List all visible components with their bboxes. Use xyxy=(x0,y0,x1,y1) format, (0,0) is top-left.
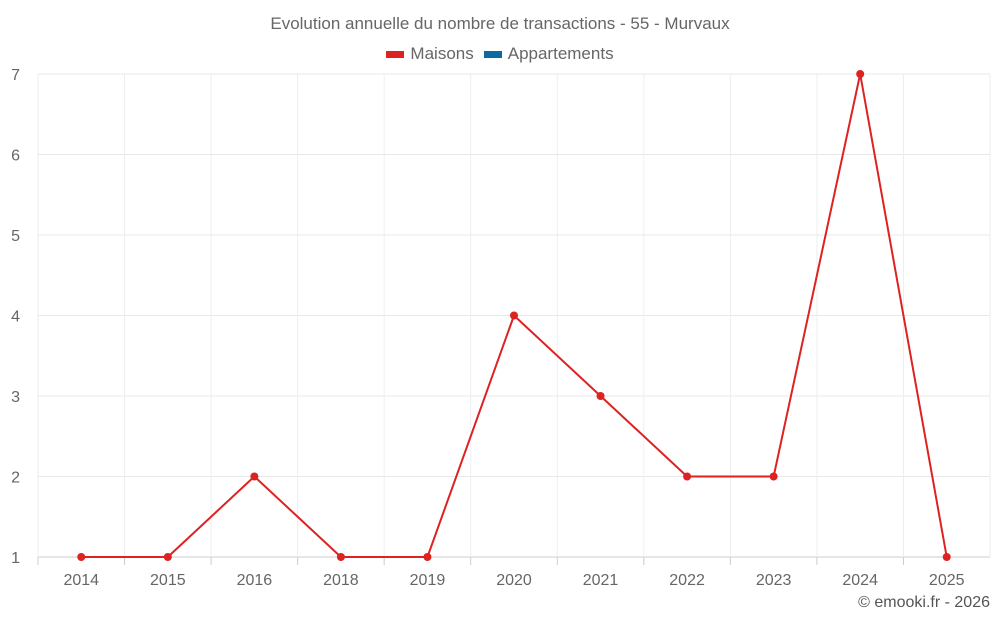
data-point xyxy=(336,553,345,561)
x-tick-label: 2020 xyxy=(496,572,532,589)
y-tick-label: 2 xyxy=(11,470,20,487)
x-tick-label: 2024 xyxy=(842,572,878,589)
y-tick-label: 1 xyxy=(11,550,20,567)
x-tick-label: 2018 xyxy=(323,572,359,589)
y-tick-label: 4 xyxy=(11,309,20,326)
legend-swatch-maisons xyxy=(386,50,405,58)
legend-label: Maisons xyxy=(410,44,474,63)
y-tick-label: 5 xyxy=(11,228,20,245)
data-point xyxy=(942,553,951,561)
x-tick-label: 2021 xyxy=(583,572,619,589)
chart-title: Evolution annuelle du nombre de transact… xyxy=(270,14,730,33)
x-tick-label: 2022 xyxy=(669,572,705,589)
data-point xyxy=(423,553,432,561)
legend-item-appartements[interactable]: Appartements xyxy=(483,44,614,64)
x-tick-label: 2019 xyxy=(410,572,446,589)
legend: Maisons Appartements xyxy=(0,44,1000,64)
data-point xyxy=(683,472,692,481)
data-point xyxy=(510,311,518,320)
x-tick-label: 2016 xyxy=(237,572,273,589)
x-tick-label: 2015 xyxy=(150,572,186,589)
x-tick-label: 2023 xyxy=(756,572,792,589)
y-tick-label: 7 xyxy=(11,67,20,84)
legend-item-maisons[interactable]: Maisons xyxy=(386,44,474,64)
x-tick-label: 2025 xyxy=(929,572,965,589)
data-point xyxy=(77,553,86,561)
y-tick-label: 3 xyxy=(11,389,20,406)
data-point xyxy=(250,472,259,481)
data-point xyxy=(769,472,778,481)
data-point xyxy=(856,70,865,78)
legend-swatch-appartements xyxy=(483,50,502,58)
legend-label: Appartements xyxy=(507,44,614,63)
y-tick-label: 6 xyxy=(11,148,20,165)
x-tick-label: 2014 xyxy=(63,572,99,589)
data-point xyxy=(163,553,172,561)
copyright: © emooki.fr - 2026 xyxy=(858,594,990,611)
data-point xyxy=(596,392,605,400)
